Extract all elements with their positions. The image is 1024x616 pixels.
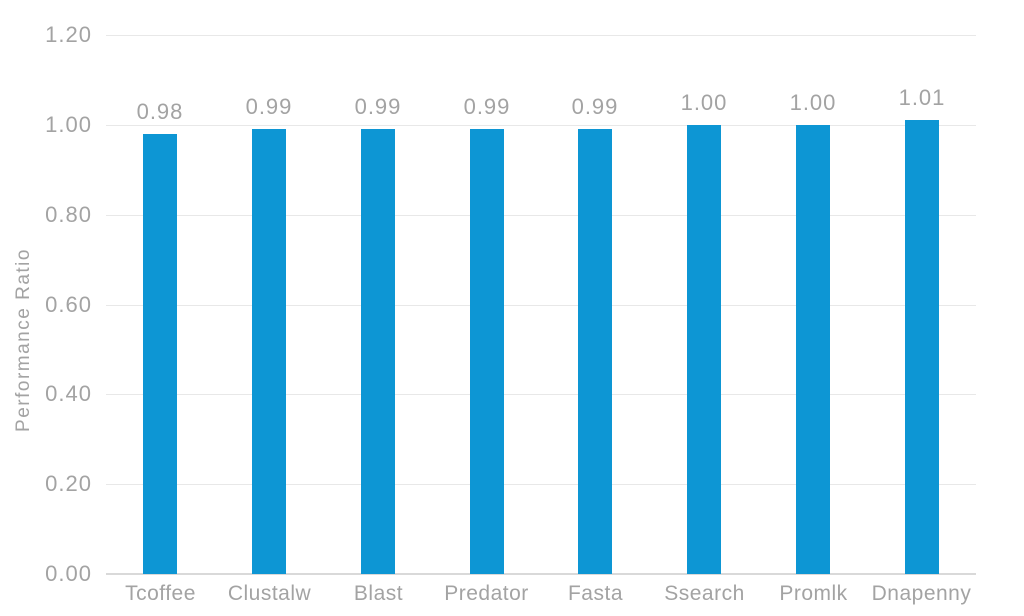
x-axis-baseline xyxy=(106,573,976,575)
y-tick-label: 1.20 xyxy=(45,22,92,47)
x-tick-label: Predator xyxy=(444,582,529,605)
gridline xyxy=(106,125,976,126)
gridline xyxy=(106,305,976,306)
gridline xyxy=(106,484,976,485)
bar-value-label: 0.99 xyxy=(354,94,402,119)
y-tick-label: 1.00 xyxy=(45,112,92,137)
y-tick-label: 0.80 xyxy=(45,202,92,227)
bar-value-label: 0.99 xyxy=(463,94,511,119)
bar xyxy=(796,125,830,574)
x-tick-label: Fasta xyxy=(567,582,624,605)
bar xyxy=(687,125,721,574)
bar-value-label: 0.99 xyxy=(571,94,619,119)
bar xyxy=(578,129,612,574)
bar xyxy=(252,129,286,574)
bar xyxy=(361,129,395,574)
x-tick-label: Tcoffee xyxy=(125,582,196,605)
y-tick-label: 0.20 xyxy=(45,471,92,496)
gridline xyxy=(106,35,976,36)
x-tick-label: Promlk xyxy=(779,582,848,605)
x-tick-label: Clustalw xyxy=(227,582,312,605)
bar xyxy=(905,120,939,574)
bar xyxy=(470,129,504,574)
bar-value-label: 1.00 xyxy=(680,90,728,115)
bar-value-label: 0.98 xyxy=(136,99,184,124)
y-tick-label: 0.60 xyxy=(45,292,92,317)
x-tick-label: Blast xyxy=(353,582,404,605)
y-tick-label: 0.40 xyxy=(45,381,92,406)
y-tick-label: 0.00 xyxy=(45,561,92,586)
x-tick-label: Dnapenny xyxy=(871,582,972,605)
bar-value-label: 1.00 xyxy=(789,90,837,115)
bar-value-label: 1.01 xyxy=(898,85,946,110)
gridline xyxy=(106,215,976,216)
bar-value-label: 0.99 xyxy=(245,94,293,119)
bar xyxy=(143,134,177,574)
x-tick-label: Ssearch xyxy=(664,582,745,605)
gridline xyxy=(106,394,976,395)
